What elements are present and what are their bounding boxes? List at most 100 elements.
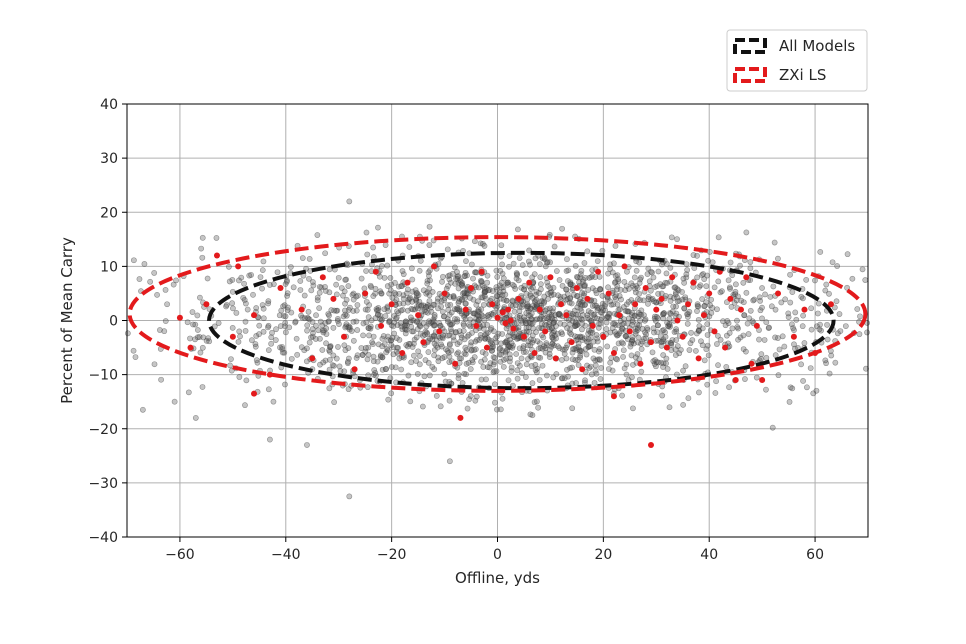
data-point: [399, 268, 406, 274]
data-point: [382, 313, 389, 319]
data-point: [426, 223, 433, 230]
data-point: [299, 255, 306, 261]
data-point: [584, 295, 591, 302]
data-point: [608, 301, 615, 308]
data-point: [229, 324, 236, 331]
y-tick-label: 20: [100, 205, 118, 221]
data-point: [387, 274, 394, 281]
data-point: [467, 316, 474, 323]
data-point: [430, 263, 437, 270]
data-point: [475, 284, 482, 291]
data-point: [695, 316, 702, 323]
data-point: [674, 343, 681, 349]
data-point: [494, 406, 500, 413]
data-point: [668, 340, 675, 347]
data-point: [599, 292, 606, 299]
data-point: [223, 303, 229, 310]
data-point: [625, 315, 632, 322]
data-point: [151, 361, 158, 368]
data-point: [472, 338, 479, 345]
data-point: [604, 313, 611, 320]
data-point: [379, 343, 386, 350]
data-point: [409, 276, 416, 283]
data-point: [293, 335, 300, 342]
data-point: [574, 293, 581, 299]
data-point: [505, 377, 512, 384]
data-point: [685, 395, 692, 402]
data-point: [722, 344, 729, 351]
confidence-ellipses: [127, 235, 868, 393]
data-point: [674, 317, 681, 324]
data-point: [567, 281, 574, 288]
data-point: [363, 319, 370, 326]
data-point: [292, 318, 299, 325]
data-point: [391, 290, 398, 296]
data-point: [727, 259, 734, 266]
data-point: [448, 279, 454, 286]
data-point: [455, 285, 462, 292]
data-point: [531, 399, 538, 406]
data-point: [551, 243, 558, 250]
data-point: [433, 393, 440, 399]
data-point: [479, 349, 486, 356]
data-point: [682, 363, 689, 370]
data-point: [235, 338, 242, 345]
data-point: [494, 300, 501, 307]
data-point: [225, 263, 232, 270]
data-point: [636, 290, 643, 297]
data-point: [651, 329, 657, 336]
data-point: [595, 268, 602, 275]
data-point: [801, 340, 808, 346]
data-point: [370, 293, 377, 299]
data-point: [844, 284, 850, 291]
data-point: [450, 333, 457, 340]
data-point: [192, 415, 199, 421]
x-tick-label: 60: [806, 547, 824, 563]
data-point: [632, 301, 639, 308]
data-point: [375, 312, 381, 318]
data-point: [579, 278, 586, 285]
data-point: [385, 396, 392, 403]
data-point: [763, 354, 770, 361]
data-point: [653, 306, 660, 313]
data-point: [250, 291, 256, 298]
data-point: [425, 269, 432, 276]
data-point: [491, 399, 498, 406]
data-point: [513, 275, 520, 282]
data-point: [327, 344, 334, 350]
data-point: [836, 311, 843, 317]
data-point: [536, 261, 543, 268]
data-point: [704, 321, 711, 328]
data-point: [545, 290, 551, 297]
data-point: [491, 354, 498, 361]
data-point: [236, 374, 243, 380]
data-point: [259, 267, 266, 274]
data-point: [282, 329, 289, 336]
data-point: [346, 493, 353, 500]
data-point: [502, 348, 509, 355]
data-point: [534, 316, 540, 322]
data-point: [543, 372, 550, 379]
data-point: [460, 327, 467, 334]
data-point: [461, 273, 468, 280]
data-point: [604, 343, 611, 350]
data-point: [350, 337, 357, 344]
data-point: [578, 267, 585, 274]
data-point: [358, 345, 365, 351]
data-point: [807, 365, 814, 371]
data-point: [791, 341, 797, 348]
data-point: [711, 328, 718, 335]
data-point: [484, 279, 491, 286]
data-point: [529, 412, 536, 419]
data-point: [470, 310, 477, 317]
data-point: [513, 351, 520, 357]
data-point: [660, 311, 667, 318]
data-point: [499, 331, 506, 337]
data-point: [410, 328, 417, 335]
data-point: [471, 238, 478, 245]
data-point: [438, 341, 444, 348]
data-point: [646, 278, 653, 285]
data-point: [572, 263, 579, 269]
data-point: [559, 331, 566, 337]
